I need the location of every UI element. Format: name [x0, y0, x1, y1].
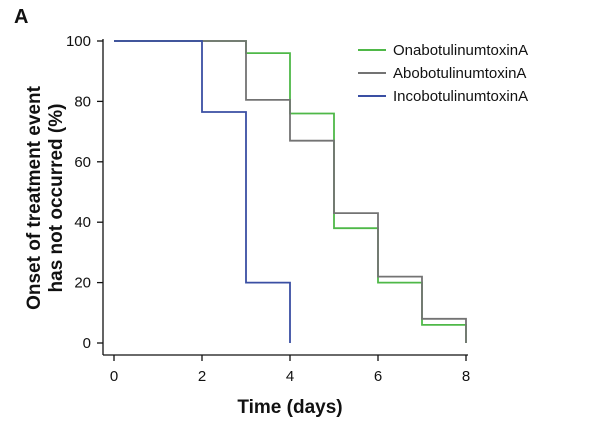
legend-label: IncobotulinumtoxinA	[393, 88, 528, 105]
series-layer	[114, 40, 467, 343]
x-tick-label: 2	[198, 368, 206, 385]
y-tick-label: 100	[66, 33, 91, 50]
x-tick-label: 4	[286, 368, 294, 385]
legend: OnabotulinumtoxinA AbobotulinumtoxinA Inco…	[358, 42, 528, 105]
x-tick-label: 0	[110, 368, 118, 385]
y-axis-title-line-2: has not occurred (%)	[46, 104, 67, 293]
y-tick-label: 40	[74, 214, 91, 231]
legend-label: OnabotulinumtoxinA	[393, 42, 528, 59]
x-tick-label: 6	[374, 368, 382, 385]
y-tick-label: 0	[83, 335, 91, 352]
y-tick-label: 20	[74, 275, 91, 292]
y-axis-title-line-1: Onset of treatment event	[24, 85, 45, 309]
legend-label: AbobotulinumtoxinA	[393, 65, 526, 82]
series-line-abobotulinumtoxina	[114, 40, 467, 343]
series-line-incobotulinumtoxina	[114, 40, 291, 343]
y-tick-label: 60	[74, 154, 91, 171]
x-axis-title: Time (days)	[237, 397, 342, 418]
y-tick-label: 80	[74, 93, 91, 110]
panel-label: A	[14, 6, 29, 28]
x-tick-label: 8	[462, 368, 470, 385]
